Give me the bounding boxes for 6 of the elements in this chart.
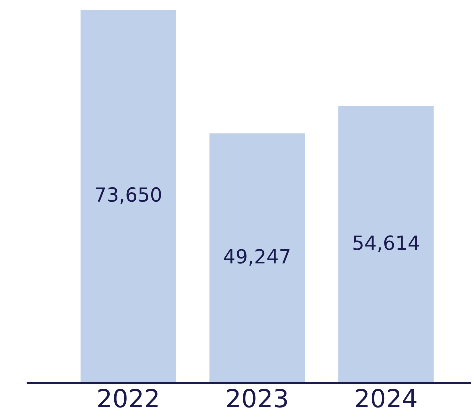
- x-tick-label: 2024: [356, 388, 417, 408]
- x-tick-label: 2023: [227, 388, 288, 408]
- data-label: 54,614: [354, 236, 420, 252]
- data-label: 73,650: [96, 187, 162, 204]
- x-tick-label: 2022: [98, 388, 158, 408]
- data-label: 49,247: [224, 249, 290, 266]
